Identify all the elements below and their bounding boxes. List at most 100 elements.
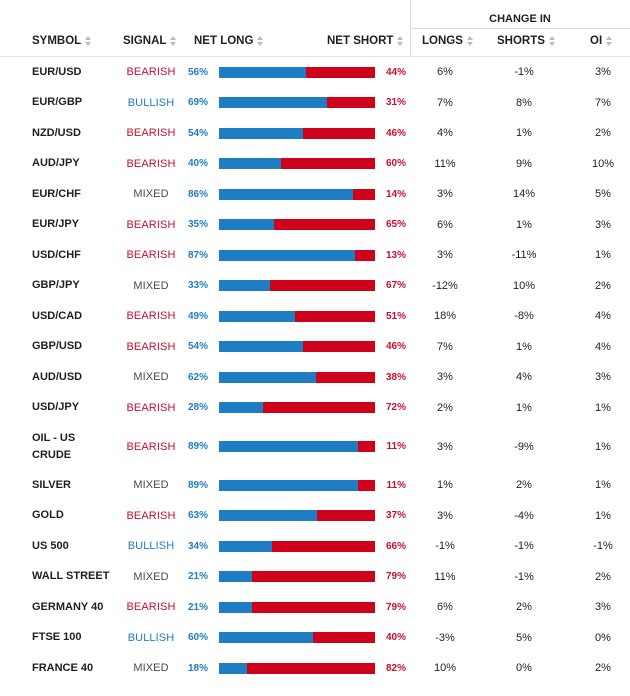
sort-icon[interactable] [85,36,92,46]
table-row[interactable]: FTSE 100 BULLISH 60% 40% -3% 5% 0% [0,623,630,654]
sort-icon[interactable] [466,36,474,46]
symbol-cell[interactable]: EUR/CHF [32,187,81,200]
net-short-bar [353,188,375,200]
net-long-bar [219,249,355,261]
sentiment-bar [219,149,375,180]
longs-header-label: LONGS [422,35,463,47]
symbol-cell[interactable]: AUD/USD [32,370,83,383]
signal-cell: BEARISH [126,310,176,323]
symbol-cell[interactable]: OIL - US CRUDE [32,431,76,461]
symbol-cell[interactable]: GBP/JPY [32,279,80,292]
symbol-cell[interactable]: GOLD [32,509,64,522]
change-oi-cell: 3% [595,218,611,231]
change-longs-cell: 7% [437,340,453,353]
sort-icon[interactable] [397,36,404,46]
signal-cell: MIXED [133,371,169,384]
symbol-cell[interactable]: EUR/GBP [32,96,83,109]
table-row[interactable]: AUD/JPY BEARISH 40% 60% 11% 9% 10% [0,149,630,180]
table-row[interactable]: GOLD BEARISH 63% 37% 3% -4% 1% [0,501,630,532]
symbol-cell[interactable]: FRANCE 40 [32,661,94,674]
change-oi-cell: 5% [595,188,611,201]
symbol-cell[interactable]: GBP/USD [32,340,83,353]
net-long-bar [219,310,296,322]
net-short-percent: 46% [385,341,406,353]
table-row[interactable]: EUR/JPY BEARISH 35% 65% 6% 1% 3% [0,210,630,241]
sentiment-bar [219,118,375,149]
net-long-percent: 40% [187,158,208,170]
sentiment-bar-track [219,371,375,383]
net-short-column-header[interactable]: NET SHORT [327,35,404,47]
symbol-cell[interactable]: EUR/USD [32,65,82,78]
change-shorts-cell: -9% [514,440,534,453]
sentiment-bar [219,240,375,271]
symbol-cell[interactable]: NZD/USD [32,126,81,139]
table-row[interactable]: US 500 BULLISH 34% 66% -1% -1% -1% [0,531,630,562]
change-oi-cell: 3% [595,371,611,384]
net-short-bar [251,601,375,613]
longs-column-header[interactable]: LONGS [422,35,474,47]
symbol-column-header[interactable]: SYMBOL [32,35,92,47]
symbol-cell[interactable]: USD/CHF [32,248,81,261]
net-long-percent: 35% [187,219,208,231]
sort-icon[interactable] [606,36,613,46]
table-row[interactable]: FRANCE 40 MIXED 18% 82% 10% 0% 2% [0,653,630,684]
table-row[interactable]: AUD/USD MIXED 62% 38% 3% 4% 3% [0,362,630,393]
table-row[interactable]: EUR/CHF MIXED 86% 14% 3% 14% 5% [0,179,630,210]
net-short-bar [306,66,375,78]
sort-icon[interactable] [548,36,556,46]
oi-column-header[interactable]: OI [590,35,613,47]
sentiment-bar-track [219,571,375,583]
sentiment-bar-track [219,280,375,292]
sentiment-bar-track [219,127,375,139]
table-row[interactable]: GERMANY 40 BEARISH 21% 79% 6% 2% 3% [0,592,630,623]
change-longs-cell: -3% [435,631,455,644]
signal-cell: BEARISH [126,440,176,453]
net-long-bar [219,571,252,583]
table-row[interactable]: OIL - US CRUDE BEARISH 89% 11% 3% -9% 1% [0,423,630,470]
signal-cell: BULLISH [127,540,175,553]
sentiment-bar [219,501,375,532]
net-short-bar [312,632,375,644]
table-row[interactable]: USD/CAD BEARISH 49% 51% 18% -8% 4% [0,301,630,332]
change-shorts-cell: 10% [512,279,536,292]
net-short-percent: 11% [386,479,406,491]
symbol-cell[interactable]: US 500 [32,539,69,552]
change-in-group-header: CHANGE IN [410,0,630,29]
table-row[interactable]: EUR/USD BEARISH 56% 44% 6% -1% 3% [0,57,630,88]
table-row[interactable]: GBP/JPY MIXED 33% 67% -12% 10% 2% [0,271,630,302]
change-oi-cell: 1% [595,401,611,414]
signal-cell: BEARISH [126,66,176,79]
sort-icon[interactable] [170,36,177,46]
change-longs-cell: 3% [437,440,453,453]
net-long-bar [219,97,327,109]
table-row[interactable]: NZD/USD BEARISH 54% 46% 4% 1% 2% [0,118,630,149]
symbol-cell[interactable]: USD/JPY [32,401,80,414]
symbol-cell[interactable]: GERMANY 40 [32,600,104,613]
symbol-cell[interactable]: USD/CAD [32,309,83,322]
change-longs-cell: 3% [437,371,453,384]
symbol-cell[interactable]: FTSE 100 [32,631,82,644]
change-oi-cell: 1% [595,440,611,453]
table-row[interactable]: GBP/USD BEARISH 54% 46% 7% 1% 4% [0,332,630,363]
change-longs-cell: 6% [437,218,453,231]
net-long-column-header[interactable]: NET LONG [194,35,264,47]
signal-column-header[interactable]: SIGNAL [123,35,177,47]
net-long-bar [219,188,354,200]
symbol-cell[interactable]: SILVER [32,478,71,491]
signal-cell: BEARISH [126,127,176,140]
table-row[interactable]: EUR/GBP BULLISH 69% 31% 7% 8% 7% [0,88,630,119]
net-short-bar [354,249,375,261]
table-row[interactable]: SILVER MIXED 89% 11% 1% 2% 1% [0,470,630,501]
symbol-cell[interactable]: EUR/JPY [32,218,80,231]
symbol-cell[interactable]: WALL STREET [32,570,110,583]
signal-cell: BEARISH [126,218,176,231]
table-row[interactable]: USD/CHF BEARISH 87% 13% 3% -11% 1% [0,240,630,271]
change-shorts-cell: 1% [516,218,532,231]
table-row[interactable]: USD/JPY BEARISH 28% 72% 2% 1% 1% [0,393,630,424]
shorts-column-header[interactable]: SHORTS [497,35,556,47]
net-short-percent: 67% [385,280,406,292]
symbol-cell[interactable]: AUD/JPY [32,157,80,170]
sentiment-bar-track [219,188,375,200]
table-row[interactable]: WALL STREET MIXED 21% 79% 11% -1% 2% [0,562,630,593]
sort-icon[interactable] [257,36,264,46]
